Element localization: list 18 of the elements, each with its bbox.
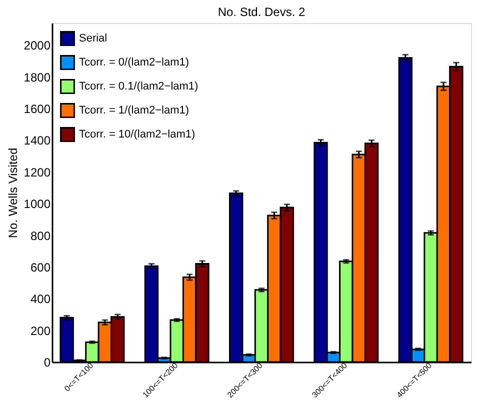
- y-tick-label: 200: [30, 324, 51, 338]
- y-tick-label: 1400: [24, 134, 51, 148]
- y-tick-label: 1800: [24, 70, 51, 84]
- y-tick-label: 800: [30, 228, 51, 243]
- y-tick-label: 1000: [24, 197, 51, 212]
- y-tick-label: 2000: [24, 38, 51, 53]
- y-tick-label: 600: [30, 260, 51, 274]
- y-axis-title: No. Wells Visited: [6, 148, 20, 238]
- chart-title: No. Std. Devs. 2: [218, 5, 306, 19]
- y-tick-label: 0: [44, 356, 51, 370]
- legend-label: Tcorr. = 1/(lam2−lam1): [79, 104, 190, 116]
- y-tick-label: 400: [30, 292, 51, 306]
- legend-label: Serial: [79, 32, 108, 44]
- y-tick-label: 1200: [24, 165, 51, 180]
- legend-label: Tcorr. = 10/(lam2−lam1): [79, 128, 196, 140]
- y-tick-label: 1600: [24, 102, 51, 116]
- legend-label: Tcorr. = 0/(lam2−lam1): [79, 56, 190, 68]
- legend-label: Tcorr. = 0.1/(lam2−lam1): [79, 80, 198, 92]
